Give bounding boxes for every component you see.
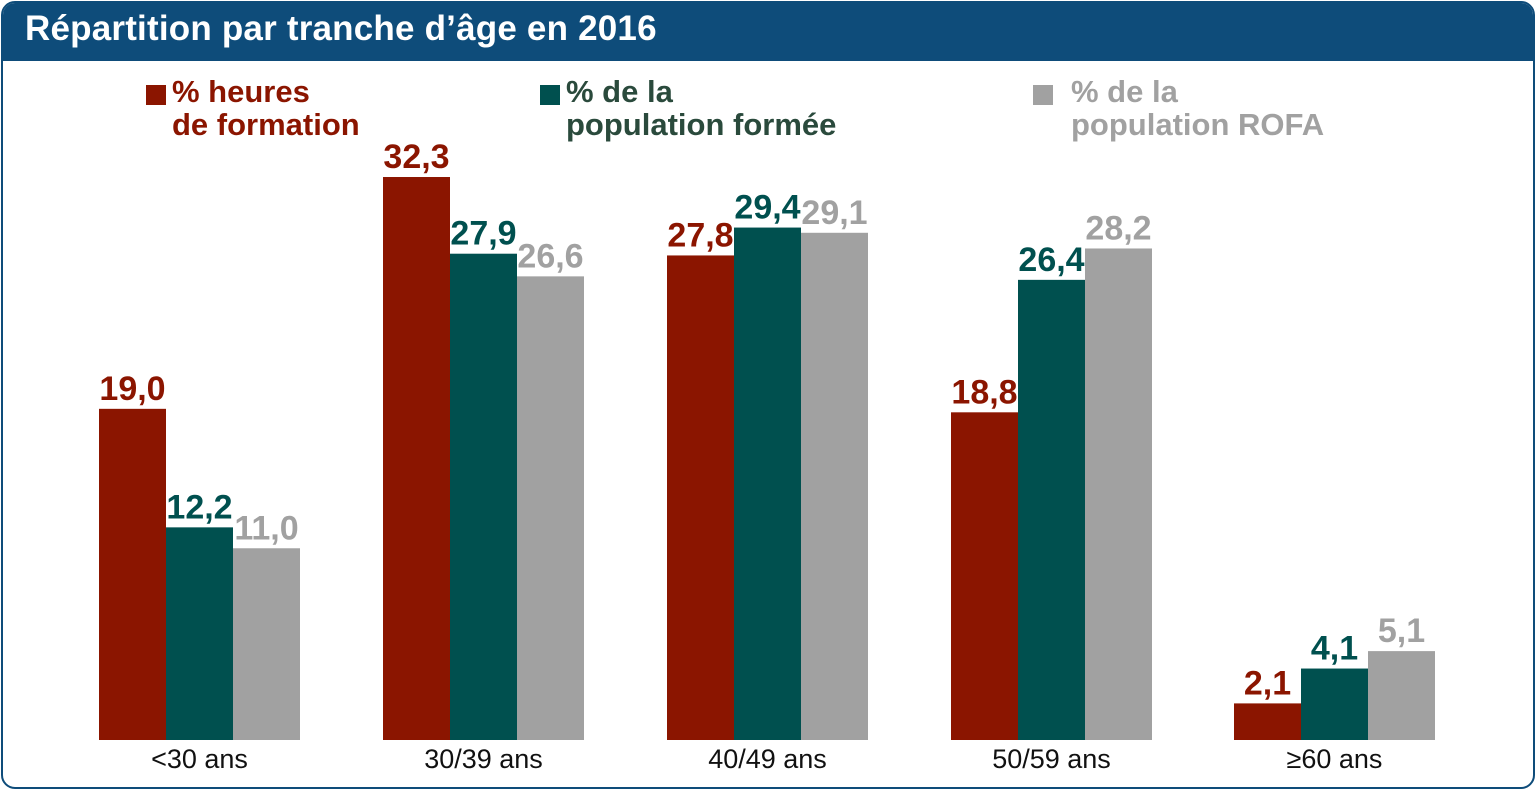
data-label-heures-lt30: 19,0 <box>99 370 165 408</box>
bar-rofa-50-59 <box>1085 248 1152 740</box>
bar-rofa-lt30 <box>233 548 300 740</box>
bar-formee-40-49 <box>734 227 801 741</box>
category-label-40-49: 40/49 ans <box>708 744 827 774</box>
bar-heures-50-59 <box>951 412 1018 740</box>
data-label-rofa-40-49: 29,1 <box>801 194 867 232</box>
legend-label-formee: % de la population formée <box>566 74 837 142</box>
title-bar: Répartition par tranche d’âge en 2016 <box>3 3 1533 61</box>
category-label-30-39: 30/39 ans <box>424 744 543 774</box>
legend-label-rofa: % de la population ROFA <box>1071 74 1325 142</box>
data-label-heures-30-39: 32,3 <box>383 138 449 176</box>
bar-rofa-30-39 <box>517 276 584 740</box>
data-label-formee-50-59: 26,4 <box>1018 241 1084 279</box>
chart-title: Répartition par tranche d’âge en 2016 <box>25 9 657 48</box>
data-label-formee-30-39: 27,9 <box>450 215 516 253</box>
data-label-formee-ge60: 4,1 <box>1311 630 1358 668</box>
legend-swatch-formee <box>540 85 560 105</box>
legend-swatch-rofa <box>1033 85 1053 105</box>
data-label-rofa-ge60: 5,1 <box>1378 612 1425 650</box>
data-label-formee-lt30: 12,2 <box>166 488 232 526</box>
category-label-ge60: ≥60 ans <box>1287 744 1383 774</box>
bar-heures-40-49 <box>667 255 734 741</box>
legend-label-heures: % heures de formation <box>172 74 360 142</box>
data-label-heures-50-59: 18,8 <box>951 373 1017 411</box>
data-label-heures-40-49: 27,8 <box>667 216 733 254</box>
data-label-heures-ge60: 2,1 <box>1244 664 1291 702</box>
data-label-formee-40-49: 29,4 <box>734 189 800 227</box>
bar-heures-ge60 <box>1234 703 1301 740</box>
data-label-rofa-30-39: 26,6 <box>517 237 583 275</box>
category-label-50-59: 50/59 ans <box>992 744 1111 774</box>
legend-swatch-heures <box>146 85 166 105</box>
bar-formee-30-39 <box>450 253 517 740</box>
bar-formee-lt30 <box>166 527 233 740</box>
bar-heures-30-39 <box>383 177 450 741</box>
bar-formee-50-59 <box>1018 279 1085 740</box>
data-label-rofa-50-59: 28,2 <box>1085 209 1151 247</box>
bar-formee-ge60 <box>1301 668 1368 740</box>
bar-heures-lt30 <box>99 408 166 740</box>
bar-rofa-ge60 <box>1368 651 1435 740</box>
bar-rofa-40-49 <box>801 232 868 741</box>
data-label-rofa-lt30: 11,0 <box>234 509 298 547</box>
category-label-lt30: <30 ans <box>151 744 248 774</box>
